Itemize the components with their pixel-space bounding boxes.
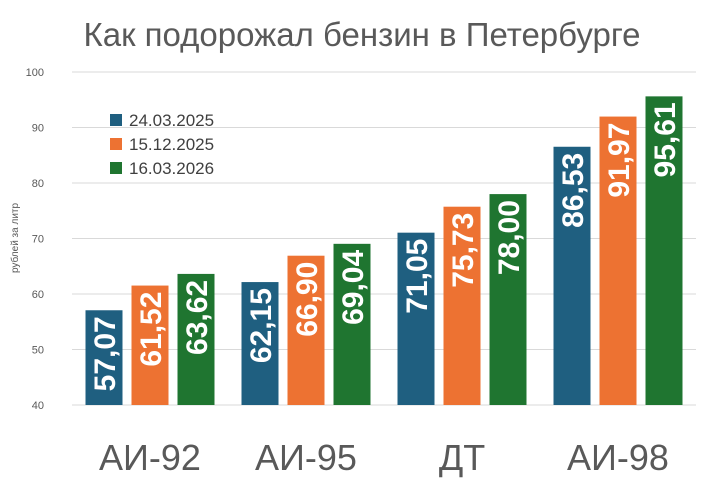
data-label: 71,05	[401, 239, 434, 314]
y-axis-ticks: 40 50 60 70 80 90 100	[26, 67, 44, 412]
bar	[241, 282, 279, 405]
data-label: 69,04	[337, 250, 370, 325]
bar	[443, 206, 481, 405]
data-label: 95,61	[649, 102, 682, 177]
bar	[553, 146, 591, 406]
data-label: 86,53	[557, 153, 590, 228]
data-label: 63,62	[181, 280, 214, 355]
data-label: 91,97	[603, 123, 636, 198]
y-tick-label: 40	[32, 400, 44, 412]
bars: 57,07 61,52 63,62 62,15 66,90 69,04 71,05 75,73…	[85, 96, 683, 406]
y-tick-label: 80	[32, 178, 44, 190]
data-label: 61,52	[135, 292, 168, 367]
category-label: АИ-95	[255, 437, 357, 478]
legend-swatch	[110, 138, 122, 150]
chart-title: Как подорожал бензин в Петербурге	[84, 16, 641, 53]
bar	[489, 194, 527, 405]
legend-entry: 16.03.2026	[129, 159, 214, 178]
data-label: 78,00	[493, 200, 526, 275]
bar	[177, 273, 215, 405]
bar	[599, 116, 637, 405]
y-tick-label: 100	[26, 67, 44, 79]
bar	[333, 243, 371, 405]
y-tick-label: 90	[32, 123, 44, 135]
gridlines	[72, 71, 696, 406]
legend-swatch	[110, 114, 122, 126]
bar	[131, 285, 169, 405]
y-axis-label: рублей за литр	[9, 203, 21, 274]
bar	[85, 310, 123, 405]
category-label: ДТ	[439, 437, 485, 478]
data-label: 66,90	[291, 262, 324, 337]
data-label: 57,07	[89, 316, 122, 391]
category-labels: АИ-92 АИ-95 ДТ АИ-98	[99, 437, 669, 478]
legend-swatch	[110, 162, 122, 174]
data-label: 62,15	[245, 288, 278, 363]
legend-entry: 24.03.2025	[129, 111, 214, 130]
legend-entry: 15.12.2025	[129, 135, 214, 154]
bar	[397, 232, 435, 405]
legend: 24.03.2025 15.12.2025 16.03.2026	[110, 111, 214, 178]
bar	[287, 255, 325, 405]
data-label: 75,73	[447, 213, 480, 288]
y-tick-label: 50	[32, 345, 44, 357]
category-label: АИ-92	[99, 437, 201, 478]
y-tick-label: 70	[32, 234, 44, 246]
bar	[645, 96, 683, 405]
category-label: АИ-98	[567, 437, 669, 478]
y-tick-label: 60	[32, 289, 44, 301]
